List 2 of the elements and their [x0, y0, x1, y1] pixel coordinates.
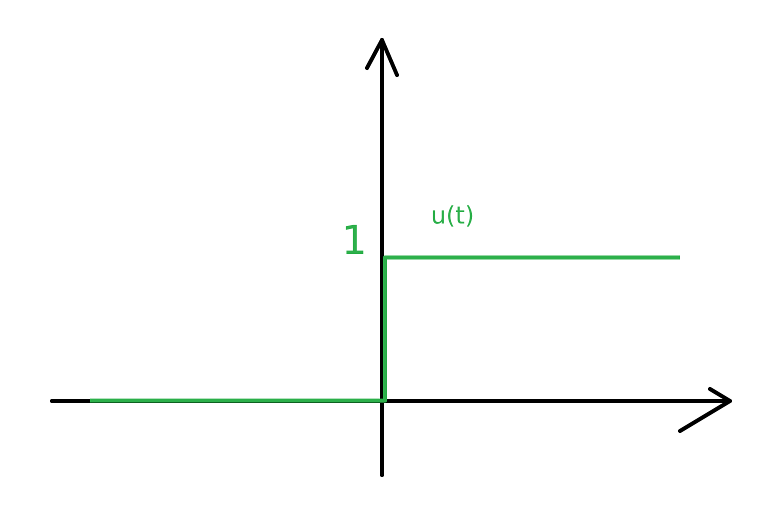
- series-label: u(t): [430, 202, 474, 230]
- annotation: 1: [342, 218, 367, 264]
